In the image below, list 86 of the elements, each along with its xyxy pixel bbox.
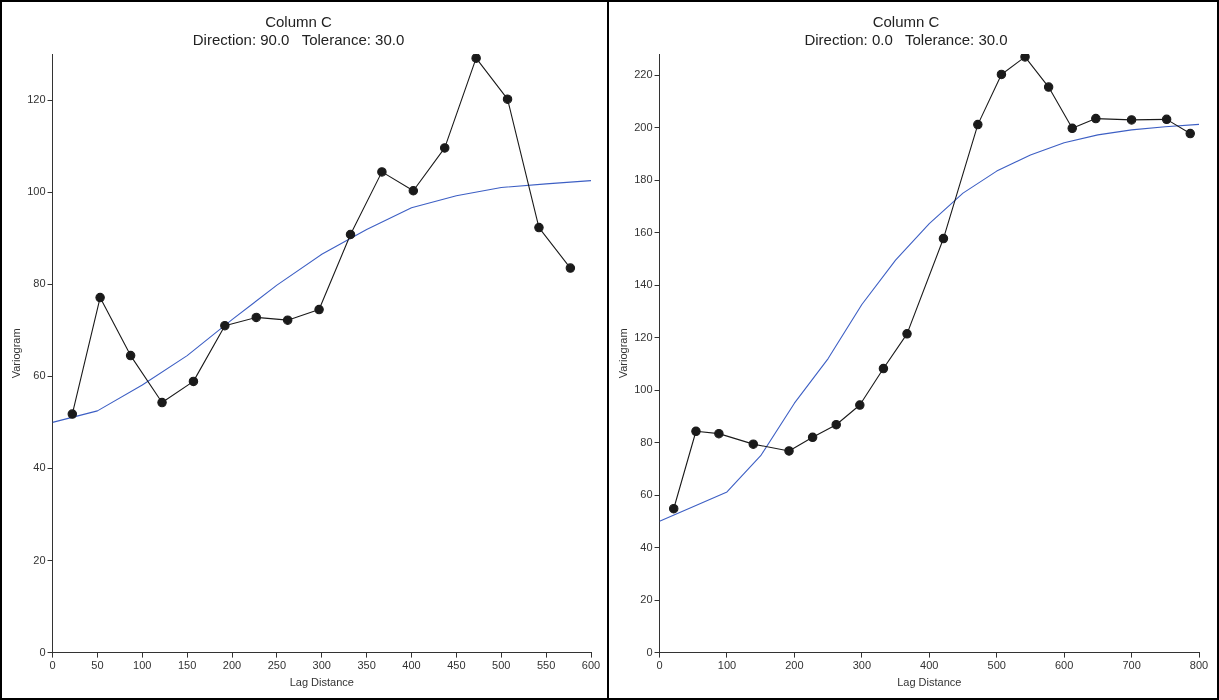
point [345, 229, 356, 240]
point [157, 397, 167, 408]
x-tick-label: 800 [1189, 659, 1209, 672]
point [439, 143, 450, 153]
y-tick-label: 80 [640, 435, 653, 448]
point [902, 329, 912, 339]
point [1091, 113, 1101, 124]
point [878, 363, 889, 374]
point [1020, 54, 1030, 62]
point [67, 409, 78, 419]
point [534, 222, 544, 233]
x-tick-label: 400 [920, 659, 939, 672]
x-tick-label: 200 [222, 659, 242, 672]
point [1161, 114, 1172, 125]
x-tick-label: 400 [402, 659, 421, 672]
x-tick-label: 50 [91, 659, 104, 672]
chart-subtitle: Direction: 90.0 Tolerance: 30.0 [192, 31, 405, 49]
y-tick-label: 40 [33, 461, 46, 474]
point [807, 432, 818, 443]
point [565, 263, 576, 273]
y-tick-label: 120 [634, 330, 653, 343]
point [125, 350, 136, 361]
point [1067, 123, 1077, 134]
point [784, 446, 794, 456]
x-tick-label: 300 [312, 659, 331, 672]
y-tick-label: 20 [640, 593, 653, 606]
y-tick-label: 220 [634, 68, 653, 81]
point [282, 315, 293, 325]
x-axis-title: Lag Distance [897, 676, 962, 689]
chart-subtitle: Direction: 0.0 Tolerance: 30.0 [804, 31, 1008, 49]
point [938, 233, 949, 244]
point [855, 400, 865, 410]
y-tick-label: 100 [634, 383, 653, 396]
y-tick-label: 200 [634, 120, 653, 133]
x-tick-label: 500 [987, 659, 1006, 672]
x-tick-label: 350 [357, 659, 376, 672]
chart-title: Column C [265, 13, 333, 31]
x-tick-label: 100 [717, 659, 737, 672]
point [314, 304, 324, 315]
x-tick-label: 450 [447, 659, 466, 672]
point [668, 503, 679, 514]
x-tick-label: 700 [1122, 659, 1141, 672]
point [95, 292, 105, 303]
point [188, 376, 199, 387]
point [691, 426, 701, 437]
point [408, 186, 419, 196]
point [748, 439, 759, 449]
y-axis-title: Variogram [9, 328, 22, 379]
x-tick-label: 0 [656, 659, 663, 672]
y-tick-label: 0 [39, 645, 46, 658]
y-tick-label: 80 [33, 277, 46, 290]
point [377, 167, 387, 177]
chart-title: Column C [872, 13, 940, 31]
x-tick-label: 600 [1054, 659, 1074, 672]
point [251, 312, 262, 323]
x-tick-label: 150 [177, 659, 197, 672]
y-tick-label: 40 [640, 540, 653, 553]
x-tick-label: 0 [49, 659, 56, 672]
y-axis-title: Variogram [616, 328, 629, 379]
point [1126, 115, 1137, 125]
x-tick-label: 500 [492, 659, 511, 672]
point [714, 428, 724, 439]
x-tick-label: 200 [785, 659, 804, 672]
x-tick-label: 550 [536, 659, 556, 672]
x-tick-label: 300 [852, 659, 872, 672]
y-tick-label: 60 [640, 488, 653, 501]
point [996, 69, 1007, 80]
point [502, 94, 513, 104]
y-tick-label: 100 [27, 185, 46, 198]
y-tick-label: 180 [634, 173, 653, 186]
y-tick-label: 60 [33, 369, 46, 382]
y-tick-label: 20 [33, 553, 46, 566]
y-tick-label: 0 [646, 645, 653, 658]
point [220, 320, 230, 331]
x-tick-label: 250 [267, 659, 287, 672]
point [831, 419, 841, 430]
x-axis-title: Lag Distance [289, 676, 354, 689]
point [1185, 128, 1195, 139]
x-tick-label: 600 [581, 659, 601, 672]
y-tick-label: 140 [634, 278, 653, 291]
point [1043, 82, 1054, 92]
point [973, 119, 983, 130]
y-tick-label: 160 [634, 225, 653, 238]
point [471, 54, 481, 63]
x-tick-label: 100 [133, 659, 152, 672]
y-tick-label: 120 [27, 93, 46, 106]
